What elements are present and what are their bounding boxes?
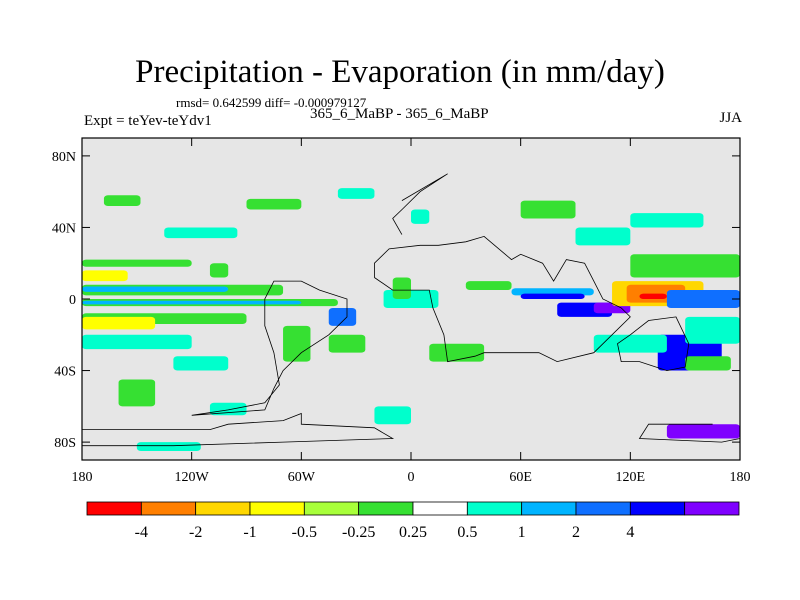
field-region-36 — [575, 227, 631, 246]
field-region-3 — [82, 286, 229, 292]
field-region-10 — [164, 227, 238, 239]
field-region-15 — [136, 442, 201, 452]
y-tick-label-4: 80S — [54, 436, 76, 451]
colorbar-label-3: -0.5 — [292, 524, 317, 541]
colorbar-swatch-9 — [575, 501, 631, 516]
field-region-31 — [639, 293, 667, 299]
field-region-26 — [465, 281, 512, 291]
stats-label: rmsd= 0.642599 diff= -0.000979127 — [176, 95, 367, 110]
colorbar-swatch-10 — [629, 501, 686, 516]
field-region-8 — [82, 334, 192, 350]
field-region-1 — [82, 270, 128, 282]
coastlines — [82, 173, 740, 447]
field-region-34 — [685, 316, 740, 344]
field-region-43 — [685, 356, 731, 371]
field-region-42 — [337, 188, 375, 199]
field-region-23 — [429, 343, 485, 362]
field-region-32 — [666, 290, 740, 308]
colorbar-label-1: -2 — [189, 524, 202, 541]
coastline-3 — [392, 173, 448, 235]
experiment-label: Expt = teYev-teYdv1 — [84, 113, 212, 129]
y-tick-label-0: 80N — [52, 150, 76, 165]
colorbar: -4 -2 -1 -0.5 -0.25 0.25 0.5 1 2 4 — [86, 501, 740, 541]
field-region-17 — [374, 406, 411, 425]
coastline-0 — [82, 412, 395, 447]
x-tick-label-2: 60W — [288, 470, 316, 485]
field-region-19 — [328, 334, 366, 353]
x-tick-label-4: 60E — [509, 470, 532, 485]
colorbar-swatch-2 — [195, 501, 251, 516]
x-tick-label-6: 180 — [730, 470, 751, 485]
colorbar-label-8: 2 — [572, 524, 580, 541]
field-region-13 — [283, 325, 311, 362]
field-region-22 — [411, 209, 430, 224]
colorbar-label-4: -0.25 — [342, 524, 375, 541]
field-region-25 — [520, 293, 585, 299]
x-axis: 180 120W 60W 0 60E 120E 180 — [72, 138, 751, 485]
y-tick-label-2: 0 — [69, 293, 76, 308]
field-region-5 — [82, 300, 302, 305]
field-region-0 — [82, 259, 192, 267]
field-region-7 — [82, 316, 156, 330]
colorbar-label-0: -4 — [135, 524, 148, 541]
colorbar-swatch-4 — [303, 501, 360, 516]
colorbar-label-7: 1 — [518, 524, 526, 541]
x-tick-label-5: 120E — [616, 470, 646, 485]
colorbar-swatch-6 — [412, 501, 468, 516]
colorbar-label-5: 0.25 — [399, 524, 427, 541]
coastline-2 — [373, 235, 631, 363]
field-region-11 — [103, 195, 141, 206]
colorbar-swatch-8 — [521, 501, 577, 516]
colorbar-label-2: -1 — [243, 524, 256, 541]
x-tick-label-0: 180 — [72, 470, 93, 485]
field-region-14 — [173, 356, 229, 371]
field-region-9 — [118, 379, 156, 407]
field-region-38 — [520, 200, 576, 219]
field-region-12 — [209, 263, 229, 278]
colorbar-label-9: 4 — [626, 524, 634, 541]
field-region-37 — [630, 213, 704, 228]
colorbar-swatch-0 — [86, 501, 142, 516]
y-axis: 80N 40N 0 40S 80S — [52, 150, 740, 451]
colorbar-label-6: 0.5 — [457, 524, 477, 541]
field-region-18 — [328, 307, 357, 326]
colorbar-swatch-11 — [684, 501, 740, 516]
colorbar-swatch-1 — [140, 501, 197, 516]
x-tick-label-3: 0 — [408, 470, 415, 485]
y-tick-label-3: 40S — [54, 365, 76, 380]
field-region-41 — [246, 198, 302, 210]
coastline-5 — [638, 423, 740, 443]
field-regions — [82, 188, 740, 452]
comparison-label: 365_6_MaBP - 365_6_MaBP — [310, 106, 489, 122]
field-region-40 — [593, 334, 667, 353]
colorbar-swatch-3 — [249, 501, 305, 516]
colorbar-swatch-5 — [358, 501, 414, 516]
colorbar-swatch-7 — [466, 501, 523, 516]
y-tick-label-1: 40N — [52, 221, 76, 236]
field-region-21 — [392, 277, 411, 299]
coastline-4 — [617, 316, 690, 372]
field-region-35 — [630, 254, 740, 278]
chart-title: Precipitation - Evaporation (in mm/day) — [135, 54, 665, 90]
season-label: JJA — [719, 110, 742, 126]
coastline-1 — [191, 280, 348, 416]
field-region-39 — [666, 424, 740, 439]
x-tick-label-1: 120W — [175, 470, 210, 485]
